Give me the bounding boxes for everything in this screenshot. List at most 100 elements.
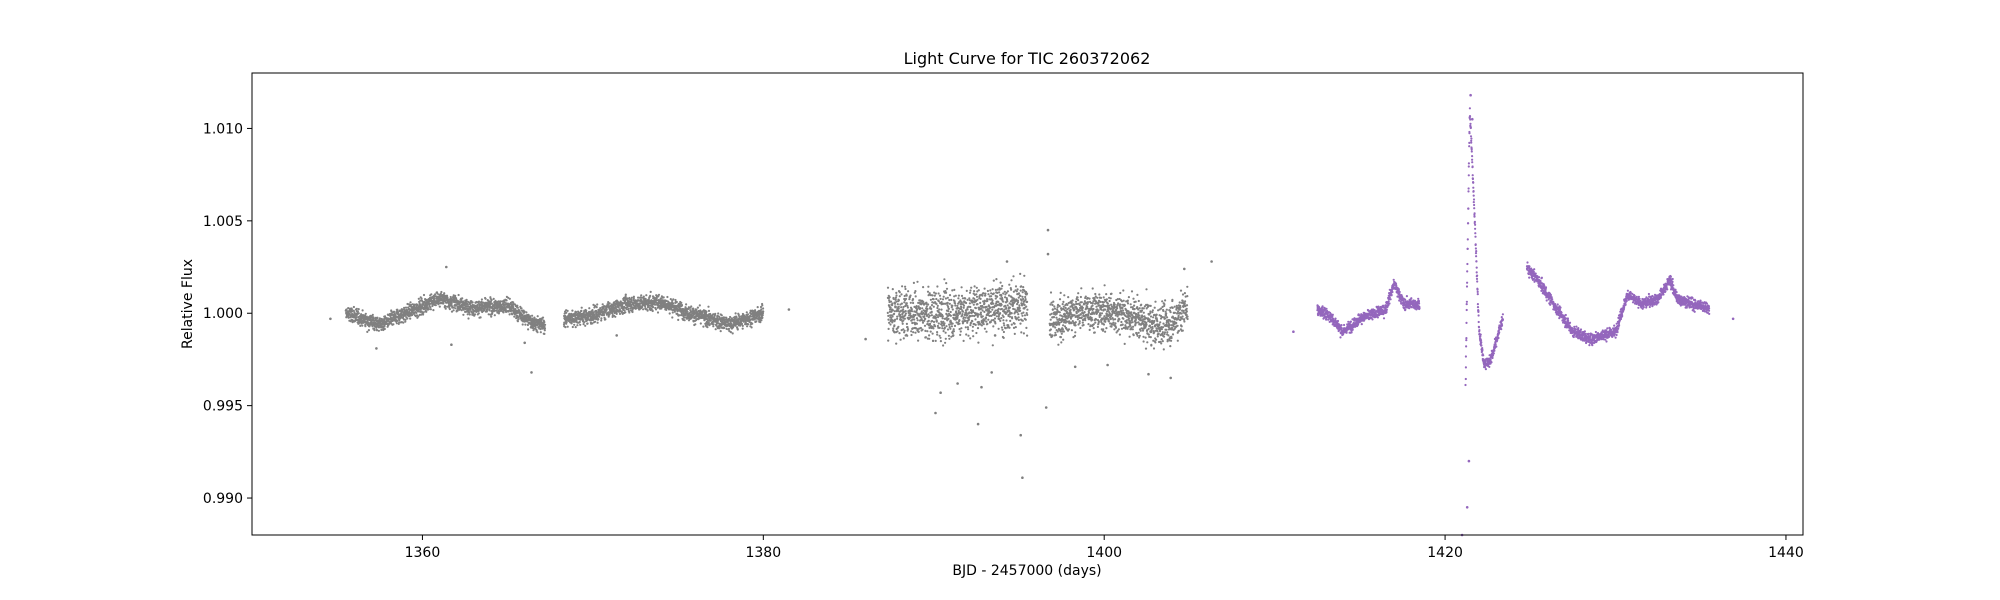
data-point	[943, 324, 946, 327]
data-point	[1126, 299, 1129, 302]
data-point	[1161, 340, 1164, 343]
data-point	[1008, 326, 1011, 329]
data-point	[1119, 291, 1122, 295]
data-point	[347, 307, 350, 310]
data-point	[1104, 330, 1107, 333]
data-point	[543, 327, 547, 330]
data-point	[975, 295, 979, 298]
data-point	[984, 316, 988, 319]
data-point	[685, 303, 688, 306]
data-point	[400, 316, 403, 319]
data-point	[579, 323, 582, 326]
data-point	[947, 310, 950, 313]
data-point	[1080, 316, 1083, 319]
data-point	[1016, 311, 1019, 314]
data-point	[948, 323, 951, 326]
data-point	[941, 327, 944, 330]
data-point	[1058, 305, 1061, 308]
data-point	[628, 311, 631, 314]
data-point	[1142, 335, 1145, 338]
data-point	[898, 332, 901, 335]
data-point	[1117, 328, 1120, 331]
data-point	[992, 325, 995, 328]
data-point	[1158, 323, 1161, 326]
data-point	[1023, 303, 1026, 306]
data-point	[1069, 317, 1073, 320]
data-point	[1105, 327, 1108, 330]
data-point	[588, 307, 591, 310]
data-point	[1067, 328, 1071, 331]
data-point	[536, 315, 539, 318]
data-point	[1049, 303, 1052, 306]
data-point	[968, 291, 972, 294]
data-point	[480, 300, 483, 303]
data-point	[1067, 307, 1070, 310]
data-point	[952, 334, 955, 337]
data-point	[409, 317, 412, 320]
data-point	[979, 297, 982, 300]
data-point	[1019, 294, 1022, 297]
data-point	[1092, 307, 1095, 311]
data-point	[671, 311, 674, 314]
data-point	[524, 323, 527, 326]
data-point	[516, 304, 519, 307]
data-point	[915, 305, 918, 309]
data-point	[893, 302, 897, 305]
data-point	[962, 304, 966, 307]
data-point	[402, 318, 405, 321]
data-point	[944, 331, 947, 334]
data-point	[584, 324, 587, 327]
data-point	[614, 315, 617, 318]
data-point	[946, 301, 949, 304]
data-point	[1132, 334, 1135, 337]
data-point	[1147, 327, 1150, 330]
data-point	[714, 328, 717, 331]
data-point	[1160, 307, 1163, 310]
data-point	[566, 325, 569, 328]
data-point	[952, 330, 956, 333]
data-point	[1151, 327, 1154, 330]
data-point	[761, 304, 764, 307]
data-point	[1140, 303, 1143, 306]
data-point	[932, 327, 935, 330]
data-point	[1067, 296, 1070, 299]
data-point	[476, 303, 479, 307]
data-point	[1133, 308, 1136, 311]
data-point	[1113, 328, 1116, 331]
data-point	[972, 335, 975, 338]
data-point	[467, 317, 470, 320]
data-point	[1148, 318, 1151, 322]
data-point	[422, 311, 425, 314]
data-point	[415, 311, 418, 314]
data-point	[671, 316, 674, 319]
data-point	[897, 325, 900, 328]
data-point	[1095, 318, 1098, 321]
data-point	[1083, 300, 1086, 303]
data-point	[434, 293, 437, 296]
data-point	[571, 325, 574, 329]
data-point	[932, 298, 935, 301]
data-point	[948, 302, 951, 305]
data-point	[1107, 320, 1110, 323]
data-point	[706, 326, 709, 329]
data-point	[1127, 296, 1130, 299]
data-point	[976, 327, 980, 330]
data-point	[927, 285, 930, 288]
data-point	[896, 317, 899, 320]
data-point	[1054, 333, 1057, 337]
data-point	[981, 294, 984, 297]
data-point	[973, 285, 976, 288]
data-point	[746, 325, 749, 328]
data-point	[1149, 304, 1152, 307]
data-point	[403, 306, 406, 309]
data-point	[920, 310, 923, 313]
data-point	[675, 300, 678, 304]
data-point	[994, 322, 997, 325]
data-point	[906, 334, 909, 337]
data-point	[902, 319, 905, 322]
data-point	[969, 289, 972, 292]
data-point	[1074, 331, 1077, 334]
data-point	[718, 315, 721, 319]
data-point	[1050, 312, 1053, 315]
data-point	[899, 338, 902, 341]
